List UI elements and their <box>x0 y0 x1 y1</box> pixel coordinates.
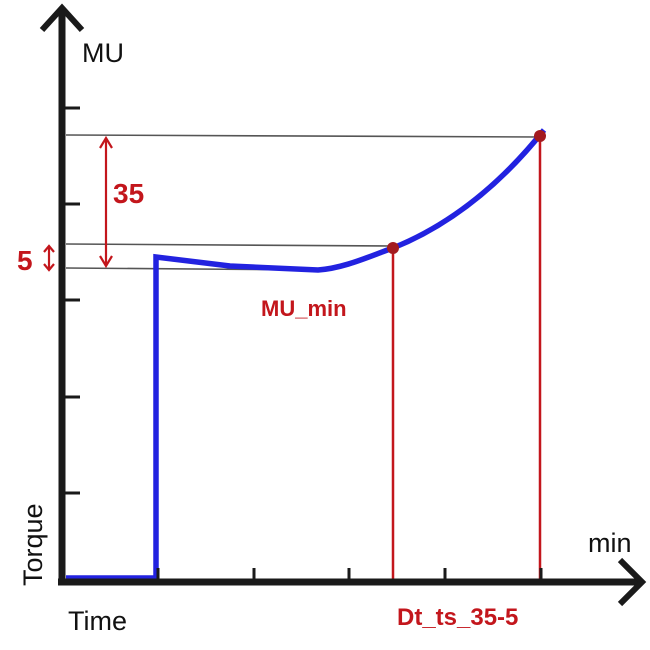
interval-label: Dt_ts_35-5 <box>397 604 518 631</box>
y-axis <box>39 3 85 585</box>
y-unit-label: MU <box>82 38 124 68</box>
guide-line-mu5 <box>65 243 394 247</box>
marker-dot-t5 <box>387 242 399 254</box>
x-axis-arrow-icon <box>617 557 647 607</box>
y-axis-arrow-icon <box>39 3 85 33</box>
delta-35-arrow-icon <box>99 135 113 269</box>
x-unit-label: min <box>588 528 632 558</box>
y-axis-title: Torque <box>18 503 48 586</box>
delta-5-label: 5 <box>17 245 33 276</box>
delta-5-arrow-icon <box>43 244 55 272</box>
x-axis-title: Time <box>68 606 127 636</box>
marker-dot-t35 <box>534 130 546 142</box>
mu-min-label: MU_min <box>261 296 347 321</box>
delta-35-label: 35 <box>113 178 144 209</box>
x-axis <box>58 557 647 607</box>
guide-line-mu35 <box>65 134 541 138</box>
